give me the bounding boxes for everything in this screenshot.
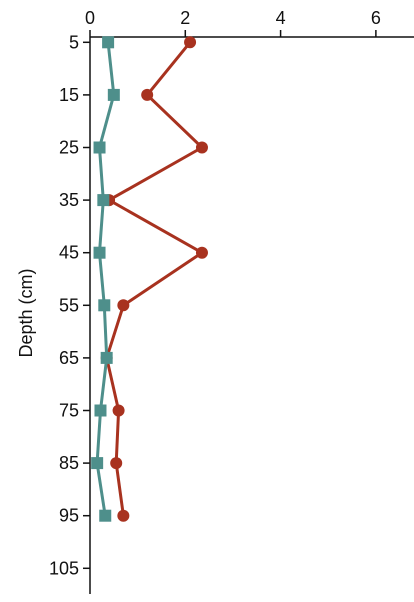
y-tick-label: 25 [59, 138, 79, 158]
y-axis-label: Depth (cm) [16, 268, 36, 357]
data-point-square [100, 351, 113, 364]
x-tick-label: 0 [85, 8, 95, 28]
data-point-circle [110, 457, 123, 470]
data-point-circle [184, 36, 197, 49]
y-tick-label: 15 [59, 85, 79, 105]
data-point-square [93, 246, 106, 259]
data-point-circle [112, 404, 125, 417]
x-tick-label: 2 [180, 8, 190, 28]
y-tick-label: 95 [59, 506, 79, 526]
x-tick-label: 4 [276, 8, 286, 28]
y-tick-label: 75 [59, 401, 79, 421]
series-2-line [95, 42, 116, 516]
series-layer [91, 36, 208, 522]
x-tick-label: 6 [371, 8, 381, 28]
series-1-line [105, 41, 204, 516]
data-point-circle [117, 509, 130, 522]
data-point-circle [195, 246, 208, 259]
data-point-circle [195, 141, 208, 154]
y-axis: 5 15 25 35 45 55 65 75 85 95 105 [49, 32, 91, 594]
data-point-square [99, 509, 112, 522]
data-point-circle [117, 299, 130, 312]
data-point-square [107, 88, 120, 101]
data-point-square [91, 457, 104, 470]
series-2 [91, 36, 120, 522]
data-point-square [102, 36, 115, 49]
y-tick-label: 65 [59, 348, 79, 368]
data-point-square [97, 194, 110, 207]
y-tick-label: 55 [59, 295, 79, 315]
data-point-circle [141, 88, 154, 101]
x-axis: 0 2 4 6 [85, 8, 414, 38]
y-tick-label: 105 [49, 558, 79, 578]
y-tick-label: 85 [59, 453, 79, 473]
y-tick-label: 45 [59, 243, 79, 263]
data-point-square [94, 404, 107, 417]
y-tick-label: 5 [69, 32, 79, 52]
series-1 [100, 36, 208, 522]
data-point-square [98, 299, 111, 312]
data-point-square [93, 141, 106, 154]
y-tick-label: 35 [59, 190, 79, 210]
